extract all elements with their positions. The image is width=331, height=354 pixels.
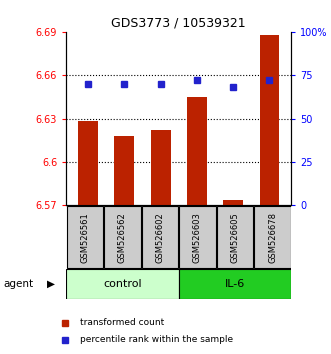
Text: transformed count: transformed count	[80, 318, 165, 327]
Text: agent: agent	[3, 279, 33, 289]
Bar	[66, 269, 179, 299]
Bar	[142, 206, 178, 268]
Text: GSM526603: GSM526603	[193, 212, 202, 263]
Bar	[260, 35, 279, 205]
Text: GSM526678: GSM526678	[268, 212, 277, 263]
Text: GSM526602: GSM526602	[156, 212, 165, 263]
Text: IL-6: IL-6	[225, 279, 245, 289]
Text: GSM526561: GSM526561	[80, 212, 89, 263]
Bar	[151, 130, 170, 205]
Bar	[254, 206, 291, 268]
Bar	[67, 206, 103, 268]
Bar	[216, 206, 254, 268]
Text: control: control	[103, 279, 142, 289]
Bar	[78, 121, 98, 205]
Bar	[179, 206, 216, 268]
Text: GSM526562: GSM526562	[118, 212, 127, 263]
Bar	[114, 136, 134, 205]
Title: GDS3773 / 10539321: GDS3773 / 10539321	[112, 16, 246, 29]
Text: percentile rank within the sample: percentile rank within the sample	[80, 335, 233, 344]
Bar	[187, 97, 207, 205]
Text: GSM526605: GSM526605	[230, 212, 240, 263]
Text: ▶: ▶	[47, 279, 55, 289]
Bar	[179, 269, 291, 299]
Bar	[104, 206, 141, 268]
Bar	[223, 200, 243, 205]
